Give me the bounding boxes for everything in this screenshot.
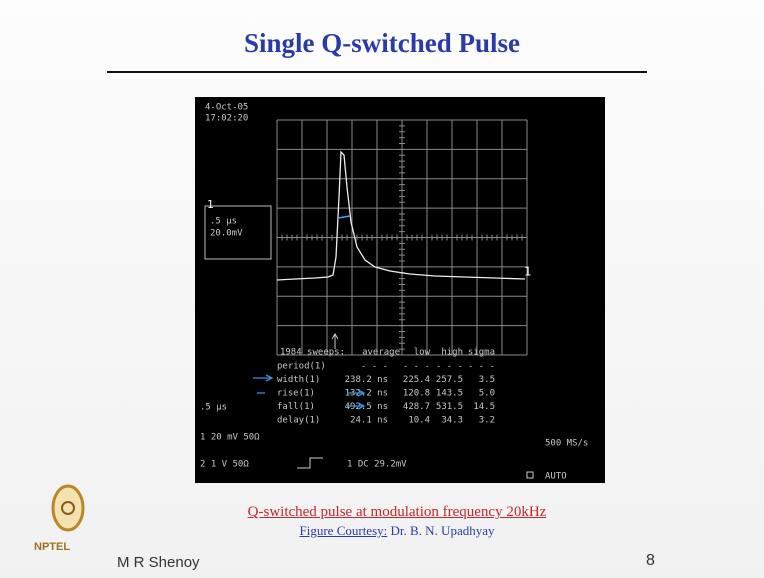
time: 17:02:20: [205, 114, 248, 124]
stats-cell: 257.5: [436, 375, 463, 385]
stats-header: sigma: [468, 348, 495, 358]
trigger-setting: 1 DC 29.2mV: [347, 460, 407, 470]
stats-cell: 3.5: [479, 375, 495, 385]
stats-label: width(1): [277, 375, 320, 385]
stats-header: 1984 sweeps:: [280, 348, 345, 358]
stats-cell: 531.5: [436, 402, 463, 412]
stats-cell: - - -: [361, 362, 388, 372]
box-channel: 1: [207, 198, 214, 211]
date: 4-Oct-05: [205, 103, 248, 113]
stats-cell: 3.2: [479, 416, 495, 426]
timebase: .5 µs: [200, 403, 227, 413]
stats-cell: 492.5 ns: [345, 402, 388, 412]
slide: Single Q-switched Pulse 4-Oct-05 17:02:2…: [0, 0, 764, 578]
trace-label: 1: [524, 265, 531, 279]
courtesy-name: Dr. B. N. Upadhyay: [391, 523, 495, 538]
box-timebase: .5 µs: [210, 217, 237, 227]
stats-header: high: [441, 348, 463, 358]
stats-cell: 14.5: [473, 402, 495, 412]
stats-cell: 225.4: [403, 375, 430, 385]
oscilloscope-screen: 4-Oct-05 17:02:20 1 .5 µs 20.0mV 1 1984 …: [195, 97, 605, 483]
courtesy: Figure Courtesy: Dr. B. N. Upadhyay: [0, 523, 764, 539]
stats-cell: 5.0: [479, 389, 495, 399]
stats-cell: 10.4: [408, 416, 430, 426]
stats-cell: - - -: [403, 362, 430, 372]
stats-cell: 34.3: [441, 416, 463, 426]
ch2-setting: 2 1 V 50Ω: [200, 460, 249, 470]
author: M R Shenoy: [117, 554, 200, 571]
stats-label: delay(1): [277, 416, 320, 426]
stats-cell: - - -: [436, 362, 463, 372]
ch1-setting: 1 20 mV 50Ω: [200, 433, 260, 443]
stats-header: low: [414, 348, 431, 358]
stats-label: fall(1): [277, 402, 315, 412]
stats-cell: 238.2 ns: [345, 375, 388, 385]
logo-text: NPTEL: [34, 541, 70, 553]
stats-label: rise(1): [277, 389, 315, 399]
caption: Q-switched pulse at modulation frequency…: [0, 504, 764, 521]
stats-header: average: [362, 348, 400, 358]
sample-rate: 500 MS/s: [545, 439, 588, 449]
stats-cell: 24.1 ns: [350, 416, 388, 426]
stats-label: period(1): [277, 362, 326, 372]
stats-cell: 120.8: [403, 389, 430, 399]
box-volts: 20.0mV: [210, 229, 243, 239]
slide-title: Single Q-switched Pulse: [0, 28, 764, 59]
mode: AUTO: [545, 472, 567, 482]
page-number: 8: [646, 552, 655, 570]
courtesy-label: Figure Courtesy:: [300, 523, 388, 538]
stats-cell: 143.5: [436, 389, 463, 399]
stats-cell: 428.7: [403, 402, 430, 412]
stats-cell: - - -: [468, 362, 495, 372]
title-rule: [107, 71, 647, 73]
